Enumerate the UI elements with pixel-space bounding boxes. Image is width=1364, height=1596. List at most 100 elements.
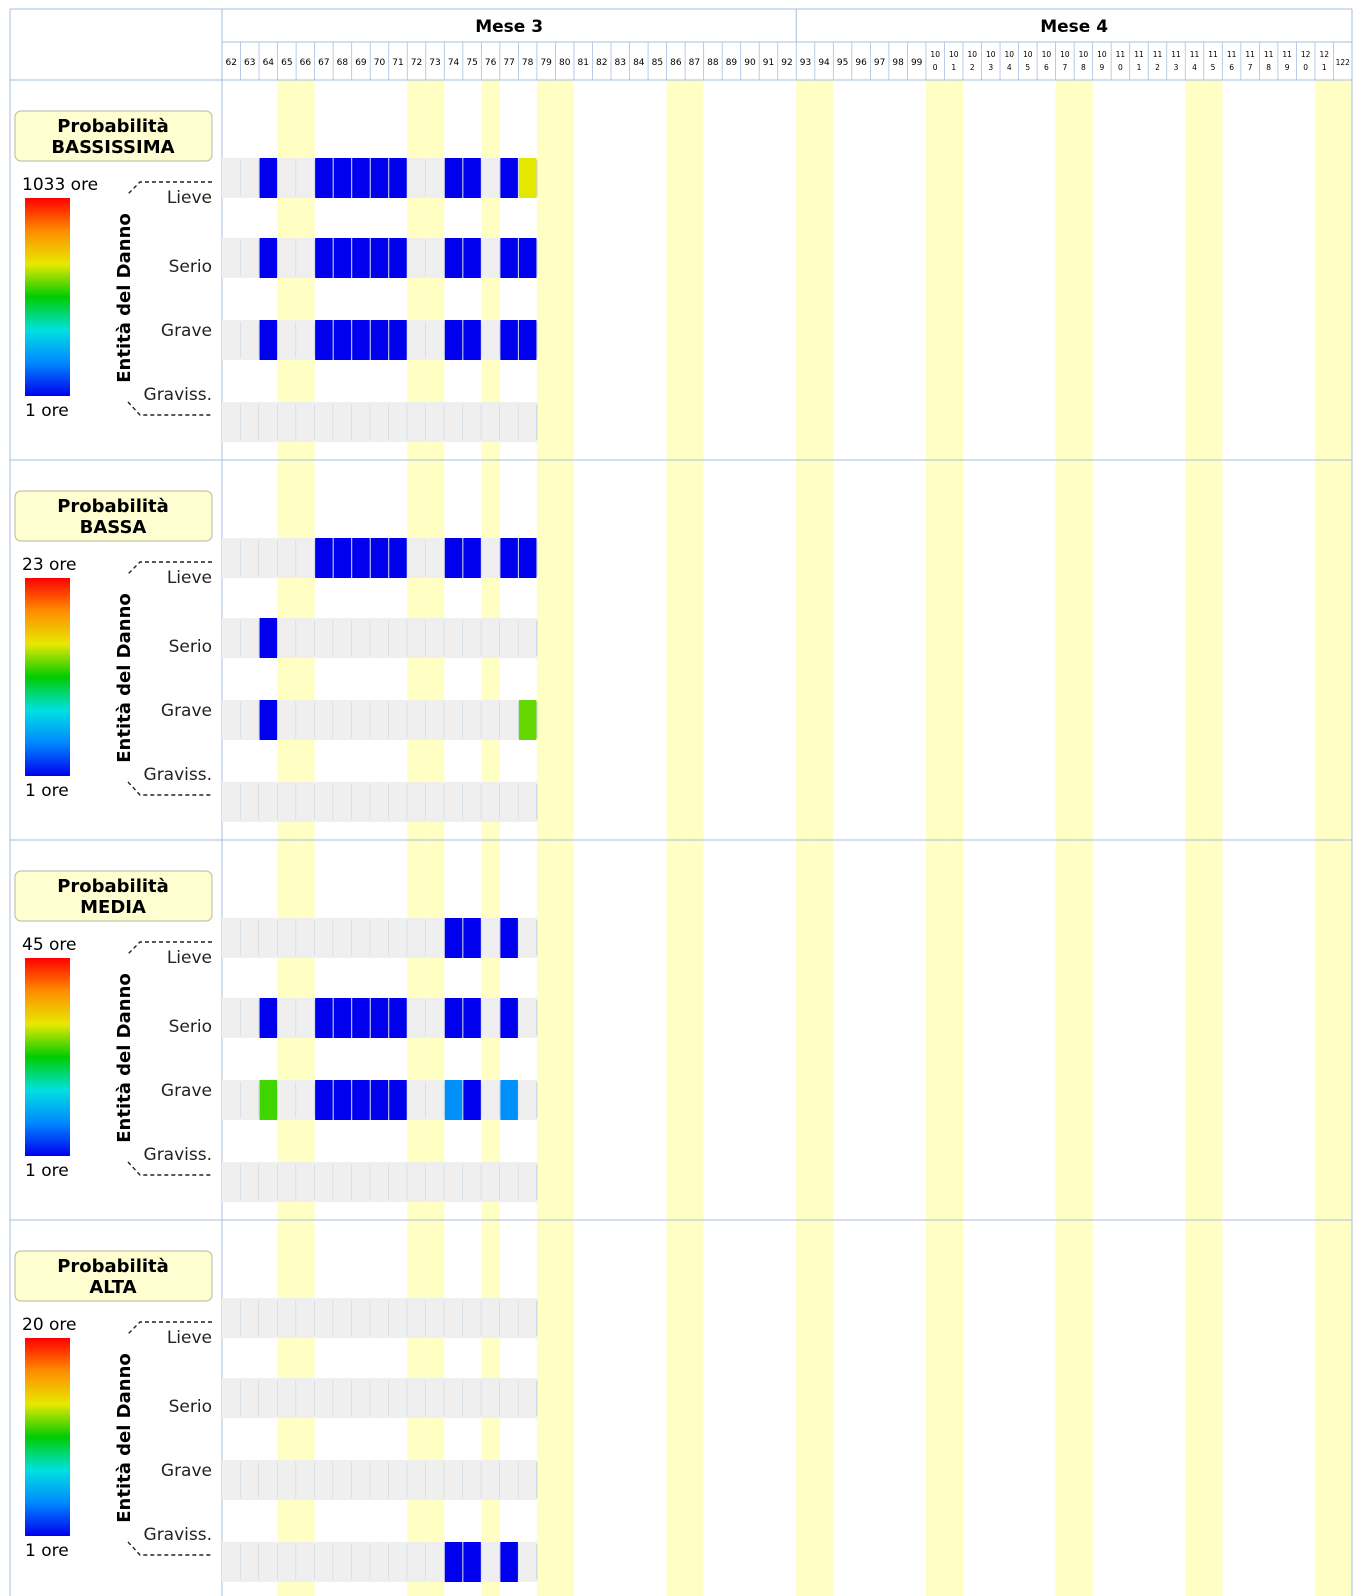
- heat-cell: [444, 1542, 463, 1582]
- panel-title-line2: MEDIA: [80, 897, 146, 918]
- empty-cell: [425, 238, 445, 278]
- weekend-stripe: [814, 80, 834, 1596]
- empty-cell: [425, 320, 445, 360]
- day-label-bottom: 6: [1044, 63, 1049, 72]
- day-label-bottom: 8: [1081, 63, 1086, 72]
- row-label-graviss: Graviss.: [144, 1145, 212, 1165]
- heat-cell: [333, 1080, 352, 1120]
- day-label-top: 11: [1227, 50, 1237, 59]
- axis-bracket: [127, 1321, 212, 1556]
- day-label-bottom: 1: [1322, 63, 1327, 72]
- day-label-bottom: 7: [1062, 63, 1067, 72]
- empty-cell: [314, 402, 334, 442]
- day-label: 84: [633, 58, 645, 68]
- empty-cell: [462, 402, 482, 442]
- empty-cell: [462, 1460, 482, 1500]
- empty-cell: [222, 1542, 241, 1582]
- weekend-stripe: [296, 80, 315, 1596]
- heat-cell: [500, 538, 518, 578]
- heat-cell: [333, 238, 352, 278]
- empty-cell: [499, 1378, 519, 1418]
- day-label-top: 10: [1060, 50, 1070, 59]
- empty-cell: [296, 1460, 315, 1500]
- heat-cell: [518, 238, 537, 278]
- day-label: 83: [615, 58, 626, 68]
- heat-cell: [518, 320, 537, 360]
- day-label: 96: [855, 58, 867, 68]
- heat-cell: [389, 320, 407, 360]
- panel-title-line1: Probabilità: [57, 876, 169, 897]
- empty-cell: [222, 1080, 241, 1120]
- axis-bracket: [127, 941, 212, 1176]
- day-label-top: 10: [1097, 50, 1107, 59]
- axis-bracket: [127, 561, 212, 796]
- empty-cell: [314, 918, 334, 958]
- empty-cell: [333, 1378, 352, 1418]
- empty-cell: [388, 1542, 408, 1582]
- empty-cell: [296, 538, 315, 578]
- empty-cell: [425, 918, 445, 958]
- empty-cell: [222, 700, 241, 740]
- day-label: 91: [763, 58, 774, 68]
- day-label: 63: [244, 58, 255, 68]
- empty-cell: [370, 402, 389, 442]
- heat-cell: [370, 320, 389, 360]
- empty-cell: [277, 1080, 297, 1120]
- heat-cell: [259, 700, 278, 740]
- day-label: 94: [818, 58, 830, 68]
- empty-cell: [407, 1080, 426, 1120]
- heat-cell: [370, 1080, 389, 1120]
- axis-label: Entità del Danno: [114, 1353, 135, 1523]
- empty-cell: [444, 618, 463, 658]
- empty-cell: [499, 402, 519, 442]
- empty-cell: [462, 782, 482, 822]
- empty-cell: [481, 1460, 500, 1500]
- heat-cell: [389, 1080, 407, 1120]
- day-label: 78: [522, 58, 534, 68]
- day-label-bottom: 1: [1137, 63, 1142, 72]
- heat-cell: [444, 918, 463, 958]
- day-label: 77: [503, 58, 514, 68]
- panel-title-box: [14, 870, 213, 922]
- empty-cell: [259, 1542, 278, 1582]
- empty-cell: [222, 158, 241, 198]
- row-label-serio: Serio: [169, 1397, 212, 1417]
- panel-title-line1: Probabilità: [57, 1256, 169, 1277]
- color-scale-bar: [25, 1338, 70, 1536]
- empty-cell: [370, 918, 389, 958]
- empty-cell: [240, 538, 260, 578]
- day-label: 97: [874, 58, 885, 68]
- empty-cell: [314, 1542, 334, 1582]
- month-label: Mese 4: [1040, 17, 1108, 37]
- empty-cell: [277, 1162, 297, 1202]
- panel-title-line2: ALTA: [89, 1277, 136, 1298]
- empty-cell: [407, 238, 426, 278]
- empty-cell: [481, 618, 500, 658]
- empty-cell: [296, 782, 315, 822]
- day-label: 68: [337, 58, 349, 68]
- empty-cell: [499, 700, 519, 740]
- scale-max-label: 23 ore: [22, 555, 77, 575]
- empty-cell: [444, 1378, 463, 1418]
- empty-cell: [407, 618, 426, 658]
- heat-cell: [259, 618, 278, 658]
- empty-cell: [425, 1298, 445, 1338]
- empty-cell: [277, 700, 297, 740]
- empty-cell: [444, 782, 463, 822]
- weekend-stripe: [536, 80, 556, 1596]
- empty-cell: [222, 1460, 241, 1500]
- day-label-top: 10: [1023, 50, 1033, 59]
- empty-cell: [314, 782, 334, 822]
- empty-cell: [222, 1298, 241, 1338]
- empty-cell: [240, 998, 260, 1038]
- data-row: [222, 1460, 538, 1500]
- empty-cell: [481, 998, 500, 1038]
- row-label-grave: Grave: [161, 321, 212, 341]
- empty-cell: [462, 1162, 482, 1202]
- row-label-lieve: Lieve: [167, 1328, 212, 1348]
- heat-cell: [444, 538, 463, 578]
- day-label-bottom: 4: [1007, 63, 1012, 72]
- day-label-top: 11: [1282, 50, 1292, 59]
- empty-cell: [351, 782, 371, 822]
- day-label: 92: [781, 58, 792, 68]
